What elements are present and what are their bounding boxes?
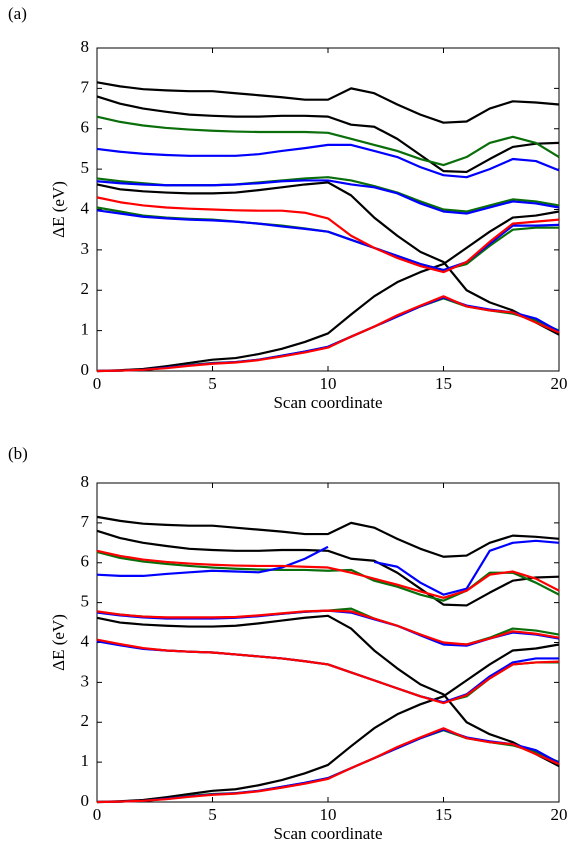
x-tick-label: 10 [320,374,337,393]
x-tick-label: 20 [551,374,568,393]
x-tick-label: 0 [93,805,102,824]
panel-label: (b) [8,444,28,463]
plot-frame [96,482,560,803]
series-line [96,643,560,804]
y-tick-label: 4 [81,631,90,650]
y-tick-label: 6 [81,118,90,137]
series-line [96,143,560,179]
y-tick-label: 2 [81,279,90,298]
series-line [96,115,560,167]
series-line [96,529,560,607]
y-tick-label: 8 [81,472,90,491]
series-line [96,210,560,373]
y-tick-label: 5 [81,158,90,177]
y-tick-label: 1 [81,320,90,339]
series-line [96,539,560,596]
y-tick-label: 6 [81,552,90,571]
x-tick-label: 20 [551,805,568,824]
y-tick-label: 7 [81,512,90,531]
x-tick-label: 15 [435,805,452,824]
x-axis-label: Scan coordinate [273,393,382,412]
y-tick-label: 1 [81,751,90,770]
y-tick-label: 5 [81,592,90,611]
series-line [96,179,560,215]
y-tick-label: 3 [81,671,90,690]
y-axis-label: ΔE (eV) [49,181,68,238]
series-line [96,81,560,124]
y-tick-label: 0 [81,360,90,379]
y-tick-label: 3 [81,239,90,258]
series-line [96,515,560,558]
x-tick-label: 15 [435,374,452,393]
series-line [96,638,560,705]
series-line [96,609,560,646]
y-axis-label: ΔE (eV) [49,614,68,671]
y-tick-label: 8 [81,37,90,56]
series-line [96,196,560,274]
panel-label: (a) [8,4,27,23]
x-tick-label: 5 [208,374,217,393]
series-line [96,549,560,599]
x-tick-label: 10 [320,805,337,824]
series-line [96,206,559,272]
series-line [96,614,560,768]
series-line [96,181,560,336]
series-line [96,295,560,373]
y-tick-label: 7 [81,77,90,96]
y-tick-label: 2 [81,711,90,730]
x-tick-label: 5 [208,805,217,824]
x-axis-label: Scan coordinate [273,824,382,843]
x-tick-label: 0 [93,374,102,393]
plot-frame [96,47,560,372]
series-line [96,727,560,804]
y-tick-label: 4 [81,198,90,217]
series-line [96,95,560,174]
y-tick-label: 0 [81,791,90,810]
